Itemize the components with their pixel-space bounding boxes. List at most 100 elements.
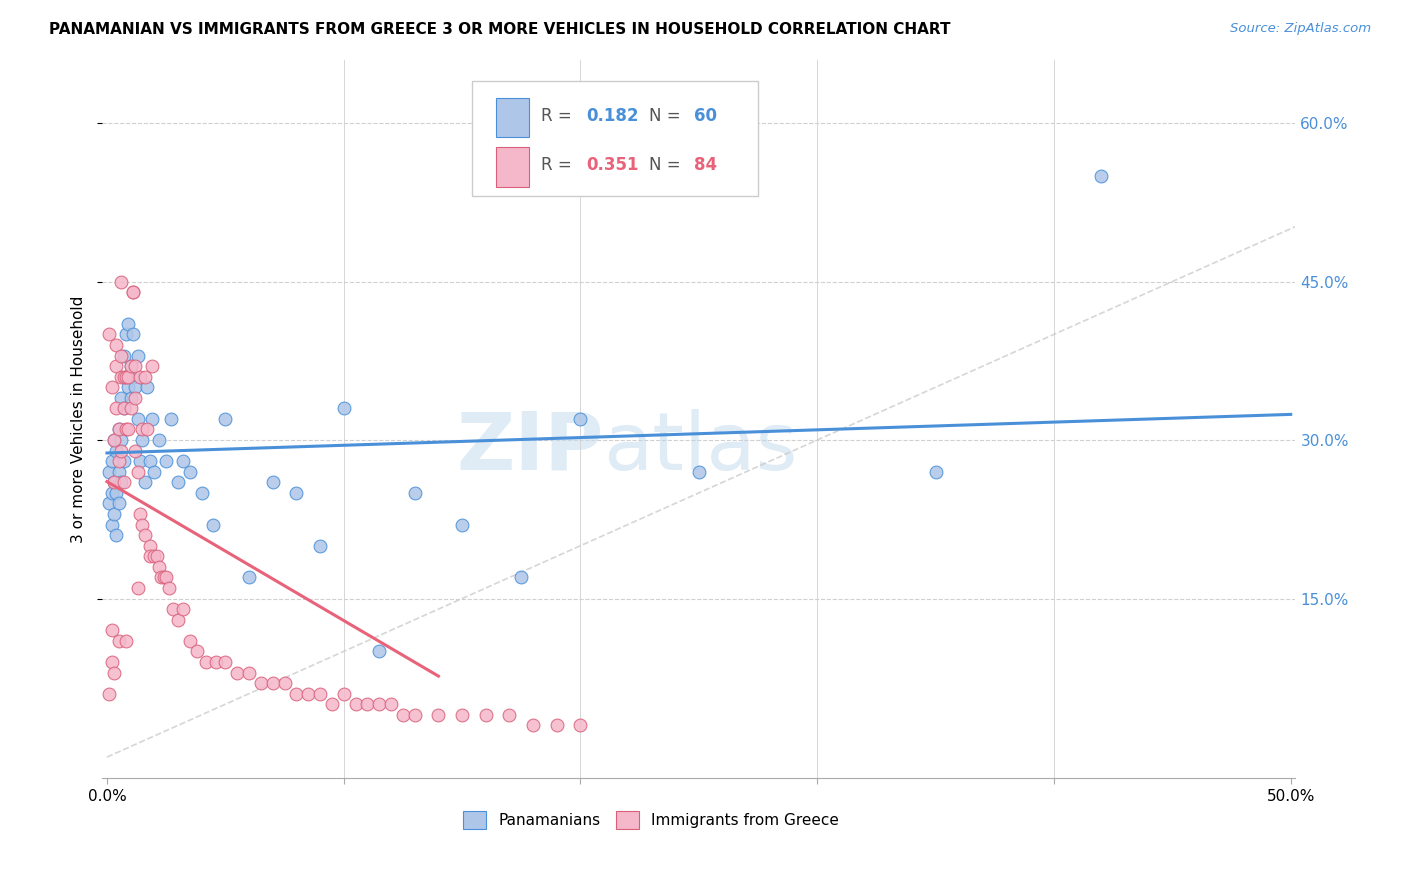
Point xyxy=(120,359,142,373)
Point xyxy=(127,349,149,363)
Point xyxy=(112,401,135,416)
Point xyxy=(105,401,128,416)
Point xyxy=(160,412,183,426)
Point xyxy=(124,359,146,373)
Point xyxy=(124,380,146,394)
Point xyxy=(122,369,145,384)
Point xyxy=(127,465,149,479)
Point xyxy=(110,475,132,490)
Point xyxy=(103,475,125,490)
Point xyxy=(145,549,167,564)
Point xyxy=(205,655,228,669)
Point xyxy=(297,687,319,701)
Text: R =: R = xyxy=(541,107,578,125)
Point xyxy=(143,465,166,479)
Point xyxy=(134,475,156,490)
Point xyxy=(122,285,145,299)
Point xyxy=(273,676,295,690)
Point xyxy=(117,422,139,436)
Point xyxy=(138,539,160,553)
Point xyxy=(141,359,163,373)
Text: 60: 60 xyxy=(695,107,717,125)
Point xyxy=(179,465,201,479)
Point xyxy=(148,559,170,574)
Point xyxy=(202,517,225,532)
Point xyxy=(107,496,129,510)
Text: 0.351: 0.351 xyxy=(586,156,640,174)
Point xyxy=(172,602,194,616)
Text: 84: 84 xyxy=(695,156,717,174)
Point xyxy=(134,369,156,384)
Text: atlas: atlas xyxy=(603,409,797,487)
Point xyxy=(100,517,122,532)
Point xyxy=(172,454,194,468)
Point xyxy=(117,317,139,331)
Y-axis label: 3 or more Vehicles in Household: 3 or more Vehicles in Household xyxy=(72,295,86,542)
Point xyxy=(117,380,139,394)
Point xyxy=(131,422,153,436)
Point xyxy=(124,391,146,405)
Point xyxy=(105,486,128,500)
Point xyxy=(115,369,138,384)
Point xyxy=(107,422,129,436)
Point xyxy=(285,486,308,500)
Point xyxy=(98,327,121,342)
Point xyxy=(195,655,218,669)
Point xyxy=(122,327,145,342)
Point xyxy=(103,433,125,447)
Point xyxy=(124,443,146,458)
Point xyxy=(924,465,946,479)
Point xyxy=(131,433,153,447)
Legend: Panamanians, Immigrants from Greece: Panamanians, Immigrants from Greece xyxy=(457,805,845,835)
Point xyxy=(451,707,474,722)
Point xyxy=(214,655,236,669)
Point xyxy=(404,486,426,500)
Point xyxy=(226,665,249,680)
Point xyxy=(127,412,149,426)
Point xyxy=(120,401,142,416)
Point xyxy=(110,349,132,363)
Point xyxy=(522,718,544,732)
Point xyxy=(138,549,160,564)
Point xyxy=(451,517,474,532)
Point xyxy=(107,422,129,436)
Point xyxy=(285,687,308,701)
Point xyxy=(105,528,128,542)
Text: N =: N = xyxy=(648,156,686,174)
Point xyxy=(100,655,122,669)
Point xyxy=(179,633,201,648)
Point xyxy=(100,624,122,638)
Point xyxy=(167,475,190,490)
Point xyxy=(167,613,190,627)
Point xyxy=(98,496,121,510)
Text: N =: N = xyxy=(648,107,686,125)
Point xyxy=(107,465,129,479)
Point xyxy=(498,707,520,722)
Point xyxy=(117,369,139,384)
Point xyxy=(112,454,135,468)
Point xyxy=(546,718,568,732)
Point xyxy=(107,633,129,648)
Point xyxy=(214,412,236,426)
Text: ZIP: ZIP xyxy=(456,409,603,487)
Point xyxy=(141,412,163,426)
Point xyxy=(392,707,415,722)
Point xyxy=(262,475,284,490)
Point xyxy=(474,707,496,722)
Text: R =: R = xyxy=(541,156,578,174)
Point xyxy=(1090,169,1112,183)
Point xyxy=(103,665,125,680)
Point xyxy=(368,698,391,712)
Point xyxy=(105,359,128,373)
Point xyxy=(120,391,142,405)
Point xyxy=(110,391,132,405)
Point xyxy=(127,581,149,595)
Point xyxy=(157,581,180,595)
Point xyxy=(368,644,391,658)
Point xyxy=(100,486,122,500)
Point xyxy=(115,327,138,342)
Point xyxy=(105,443,128,458)
Point xyxy=(186,644,208,658)
Point xyxy=(98,465,121,479)
Point xyxy=(120,359,142,373)
